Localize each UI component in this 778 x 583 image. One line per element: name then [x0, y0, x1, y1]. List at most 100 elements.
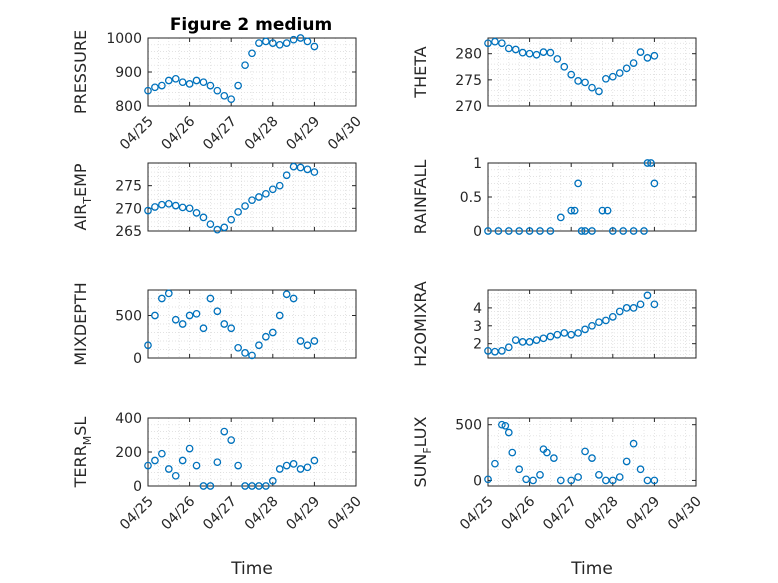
- data-point: [560, 329, 569, 337]
- subplot-6: 2 3 4 H2OMIXRA: [411, 281, 697, 367]
- data-point: [643, 54, 652, 62]
- data-point: [650, 51, 659, 60]
- y-axis-label: THETA: [411, 46, 430, 98]
- x-tick-label: 04/29: [283, 114, 323, 154]
- data-point: [178, 78, 187, 87]
- data-point: [484, 475, 492, 484]
- data-point: [536, 227, 544, 235]
- data-point: [262, 482, 270, 490]
- data-point: [171, 471, 180, 480]
- axes-box: [147, 289, 357, 359]
- data-point: [556, 213, 565, 222]
- y-tick-label: 0: [473, 473, 482, 489]
- data-point: [234, 343, 242, 352]
- data-point: [220, 427, 229, 436]
- y-tick-label: 500: [115, 309, 142, 325]
- data-point: [640, 227, 648, 235]
- data-point: [650, 179, 659, 188]
- data-point: [546, 48, 555, 57]
- data-point: [608, 227, 617, 235]
- data-point: [310, 168, 319, 176]
- data-point: [275, 465, 284, 473]
- y-tick-label: 265: [115, 224, 142, 240]
- figure-title: Figure 2 medium: [170, 15, 332, 35]
- data-point: [615, 69, 624, 77]
- axes-box: [487, 417, 697, 487]
- y-tick-label: 800: [115, 99, 142, 115]
- data-point: [268, 185, 277, 194]
- data-point: [491, 459, 499, 468]
- data-point: [567, 206, 576, 215]
- data-point: [498, 420, 506, 429]
- x-tick-label: 04/30: [325, 114, 365, 154]
- data-point: [234, 461, 242, 470]
- data-point: [158, 449, 166, 458]
- data-point: [268, 328, 277, 337]
- data-point: [289, 294, 298, 303]
- x-tick-label: 04/27: [540, 494, 580, 534]
- data-point: [588, 454, 596, 462]
- subplot-4: 0 0.5 1 RAINFALL: [411, 156, 697, 240]
- x-tick-label: 04/26: [499, 493, 539, 533]
- data-point: [303, 165, 312, 174]
- data-point: [178, 456, 187, 465]
- data-point: [164, 289, 173, 298]
- data-point: [525, 338, 534, 346]
- data-point: [248, 49, 256, 58]
- data-point: [577, 227, 586, 235]
- data-point: [536, 471, 544, 479]
- y-tick-label: 270: [455, 99, 482, 115]
- data-point: [602, 316, 610, 325]
- data-point: [275, 40, 284, 49]
- data-point: [144, 461, 152, 470]
- y-tick-label: 0: [133, 351, 142, 367]
- data-point: [622, 64, 631, 73]
- x-tick-label: 04/25: [117, 494, 157, 534]
- data-point: [647, 159, 655, 167]
- x-tick-label: 04/25: [457, 494, 497, 534]
- data-point: [185, 444, 194, 453]
- subplot-8: 0 500 04/25 04/26 04/27 04/28 04/29 04/30 Time SU…: [411, 416, 705, 579]
- data-point: [268, 477, 277, 485]
- data-point: [213, 225, 222, 234]
- y-tick-label: 900: [115, 65, 142, 81]
- data-point: [164, 465, 173, 473]
- data-point: [532, 336, 541, 344]
- data-point: [234, 208, 242, 216]
- data-point: [151, 83, 159, 92]
- y-axis-label: TERRMSL: [71, 417, 94, 489]
- data-point: [255, 341, 263, 350]
- x-axis-label: Time: [570, 559, 613, 579]
- data-point: [588, 321, 596, 330]
- x-tick-label: 04/27: [200, 494, 240, 534]
- data-point: [282, 290, 291, 299]
- data-point: [310, 42, 319, 51]
- axes-box: [147, 162, 357, 232]
- data-point: [595, 318, 603, 327]
- data-point: [491, 347, 499, 356]
- data-point: [629, 439, 638, 448]
- data-point: [567, 330, 576, 339]
- data-point: [567, 476, 576, 485]
- data-point: [574, 473, 582, 481]
- data-point: [556, 476, 565, 485]
- data-point: [529, 476, 537, 485]
- y-axis-label: H2OMIXRA: [411, 281, 430, 367]
- data-point: [185, 80, 194, 88]
- data-point: [629, 227, 638, 235]
- data-point: [158, 81, 166, 90]
- y-axis-label: MIXDEPTH: [71, 282, 90, 365]
- y-tick-label: 400: [115, 411, 142, 427]
- data-point: [255, 39, 263, 47]
- data-point: [619, 227, 628, 235]
- x-axis-label: Time: [230, 559, 273, 579]
- data-point: [636, 48, 645, 56]
- y-tick-label: 200: [115, 445, 142, 461]
- data-point: [164, 76, 173, 85]
- data-point: [296, 337, 305, 345]
- data-point: [144, 206, 152, 215]
- data-point: [595, 471, 603, 479]
- x-tick-label: 04/29: [283, 494, 323, 534]
- data-point: [603, 206, 612, 215]
- data-point: [289, 35, 298, 44]
